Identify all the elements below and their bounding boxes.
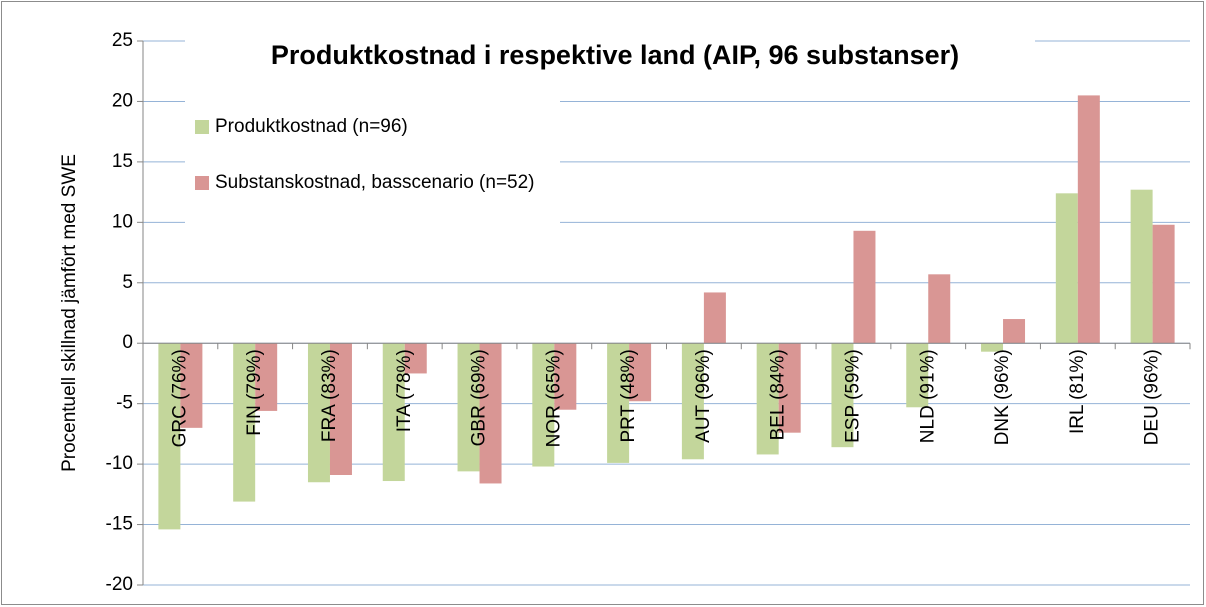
axes: -20 -15 -10 -5 0 5 10 15 20 25 GRC (76%) FIN (79%) F… (106, 30, 1191, 595)
x-tick-label: BEL (84%) (768, 349, 789, 440)
bar (831, 343, 854, 448)
bar (1130, 189, 1153, 344)
x-tick-label: FIN (79%) (244, 349, 265, 436)
bar (255, 343, 278, 411)
bar (329, 343, 352, 475)
bar (981, 343, 1004, 352)
legend-bg (185, 100, 560, 240)
bars (158, 95, 1175, 530)
bar (307, 343, 330, 483)
y-tick-label: 0 (122, 332, 133, 353)
y-tick-label: -10 (106, 453, 133, 474)
bar (778, 343, 801, 433)
title-bg (185, 36, 1035, 80)
legend-label: Produktkostnad (n=96) (215, 116, 408, 137)
y-tick-label: 25 (112, 30, 133, 51)
bar (532, 343, 555, 467)
x-tick-label: ITA (78%) (394, 349, 415, 432)
chart-title: Produktkostnad i respektive land (AIP, 9… (271, 40, 959, 70)
bar (629, 343, 652, 402)
y-tick-label: 15 (112, 151, 133, 172)
y-tick-label: -5 (116, 393, 133, 414)
bar (158, 343, 181, 530)
bar (1003, 319, 1026, 344)
bar (404, 343, 427, 374)
legend-label: Substanskostnad, basscenario (n=52) (215, 172, 535, 193)
bar (928, 274, 951, 344)
bar (554, 343, 577, 410)
x-tick-label: PRT (48%) (618, 349, 639, 442)
x-tick-label: GRC (76%) (169, 349, 190, 447)
bar (180, 343, 203, 428)
bar (479, 343, 502, 484)
x-tick-label: ESP (59%) (842, 349, 863, 443)
x-tick-label: FRA (83%) (319, 349, 340, 442)
legend-swatch (195, 176, 209, 190)
bar (382, 343, 405, 482)
bar (233, 343, 256, 502)
x-tick-label: NLD (91%) (917, 349, 938, 443)
bar (1077, 95, 1100, 344)
x-tick-label: AUT (96%) (693, 349, 714, 443)
bar (1152, 224, 1175, 344)
x-tick-label: DNK (96%) (992, 349, 1013, 445)
bar (1055, 193, 1078, 344)
y-tick-label: 20 (112, 90, 133, 111)
y-tick-label: 10 (112, 211, 133, 232)
y-tick-label: 5 (122, 272, 133, 293)
legend-swatch (195, 120, 209, 134)
x-tick-label: NOR (65%) (543, 349, 564, 447)
bar (756, 343, 779, 455)
y-axis-label: Procentuell skillnad jämfört med SWE (59, 154, 80, 472)
y-tick-label: -20 (106, 574, 133, 595)
x-tick-label: DEU (96%) (1142, 349, 1163, 445)
bar (607, 343, 630, 463)
y-tick-label: -15 (106, 514, 133, 535)
x-tick-label: GBR (69%) (469, 349, 490, 446)
bar (906, 343, 929, 408)
bar (703, 292, 726, 344)
bar (853, 230, 876, 344)
bar (681, 343, 704, 460)
x-tick-label: IRL (81%) (1067, 349, 1088, 434)
bar (457, 343, 480, 472)
